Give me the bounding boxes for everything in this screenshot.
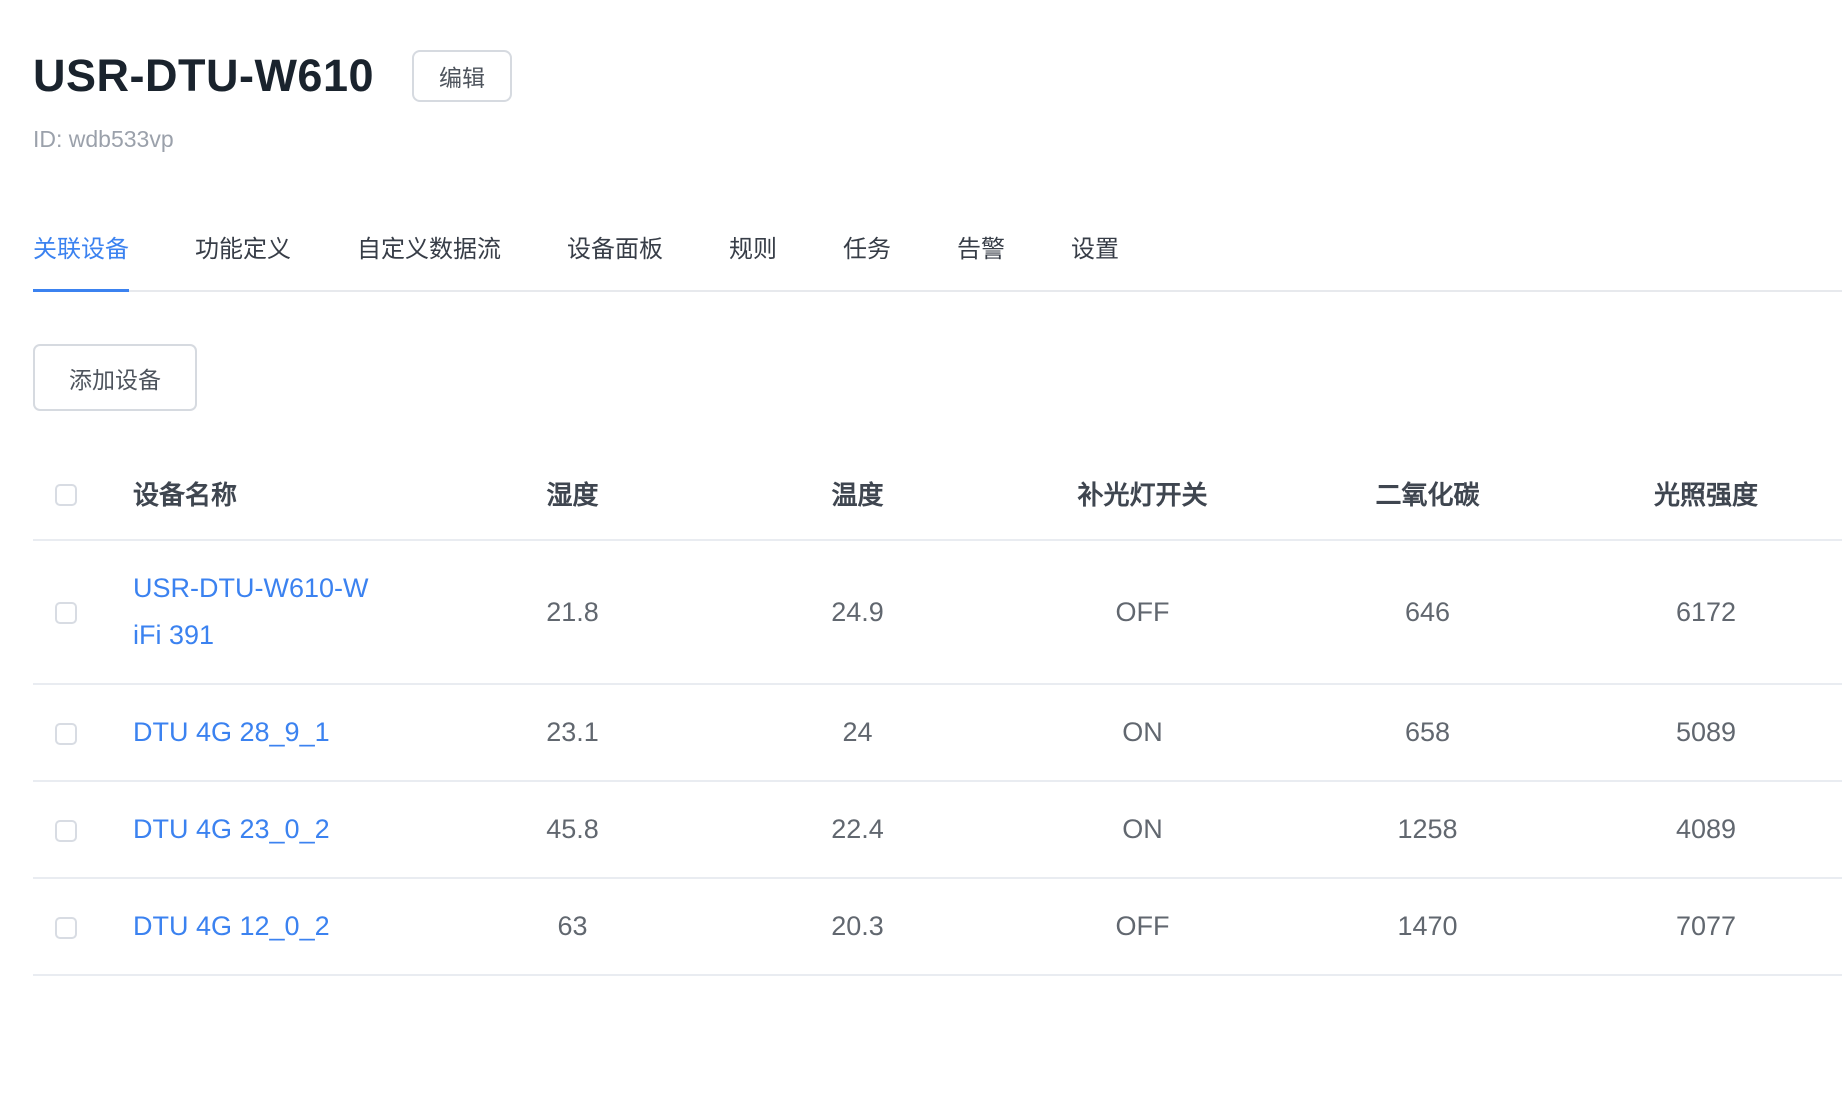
tab-device-panel[interactable]: 设备面板	[567, 236, 663, 263]
co2-value: 1470	[1285, 878, 1570, 976]
fill-light-value: ON	[1000, 684, 1285, 782]
device-detail-page: USR-DTU-W610 编辑 ID: wdb533vp 关联设备 功能定义 自…	[0, 50, 1842, 976]
tab-tasks[interactable]: 任务	[843, 236, 891, 263]
co2-value: 658	[1285, 684, 1570, 782]
device-name-link[interactable]: DTU 4G 23_0_2	[133, 814, 330, 844]
device-name-link[interactable]: USR-DTU-W610-WiFi 391	[133, 573, 369, 650]
table-row: DTU 4G 12_0_2 63 20.3 OFF 1470 7077	[33, 878, 1842, 976]
edit-button[interactable]: 编辑	[412, 50, 513, 102]
column-header-device-name: 设备名称	[110, 448, 430, 541]
illuminance-value: 5089	[1570, 684, 1842, 782]
co2-value: 646	[1285, 540, 1570, 685]
fill-light-value: ON	[1000, 781, 1285, 879]
column-header-temperature: 温度	[715, 448, 1000, 541]
table-row: USR-DTU-W610-WiFi 391 21.8 24.9 OFF 646 …	[33, 540, 1842, 685]
column-header-humidity: 湿度	[430, 448, 715, 541]
humidity-value: 45.8	[430, 781, 715, 879]
tab-alarms[interactable]: 告警	[957, 236, 1005, 263]
table-header-row: 设备名称 湿度 温度 补光灯开关 二氧化碳 光照强度	[33, 448, 1842, 541]
page-title: USR-DTU-W610	[33, 50, 375, 101]
device-id: ID: wdb533vp	[33, 126, 174, 152]
column-header-co2: 二氧化碳	[1285, 448, 1570, 541]
add-device-button[interactable]: 添加设备	[33, 344, 197, 411]
column-header-illuminance: 光照强度	[1570, 448, 1842, 541]
select-all-checkbox[interactable]	[55, 484, 77, 507]
illuminance-value: 7077	[1570, 878, 1842, 976]
temperature-value: 24	[715, 684, 1000, 782]
temperature-value: 20.3	[715, 878, 1000, 976]
table-row: DTU 4G 28_9_1 23.1 24 ON 658 5089	[33, 684, 1842, 782]
device-name-link[interactable]: DTU 4G 12_0_2	[133, 911, 330, 941]
device-table-body: USR-DTU-W610-WiFi 391 21.8 24.9 OFF 646 …	[33, 540, 1842, 976]
tab-custom-datastream[interactable]: 自定义数据流	[357, 236, 501, 263]
illuminance-value: 4089	[1570, 781, 1842, 879]
row-checkbox[interactable]	[55, 819, 77, 842]
humidity-value: 21.8	[430, 540, 715, 685]
humidity-value: 63	[430, 878, 715, 976]
row-checkbox[interactable]	[55, 722, 77, 745]
tab-rules[interactable]: 规则	[729, 236, 777, 263]
device-table: 设备名称 湿度 温度 补光灯开关 二氧化碳 光照强度 USR-DTU-W610-…	[33, 448, 1842, 976]
tab-settings[interactable]: 设置	[1071, 236, 1119, 263]
column-header-fill-light: 补光灯开关	[1000, 448, 1285, 541]
co2-value: 1258	[1285, 781, 1570, 879]
page-header: USR-DTU-W610 编辑	[33, 50, 1842, 102]
row-checkbox[interactable]	[55, 602, 77, 625]
fill-light-value: OFF	[1000, 540, 1285, 685]
tab-bar: 关联设备 功能定义 自定义数据流 设备面板 规则 任务 告警 设置	[33, 229, 1842, 292]
tab-linked-devices[interactable]: 关联设备	[33, 229, 129, 292]
row-checkbox[interactable]	[55, 916, 77, 939]
illuminance-value: 6172	[1570, 540, 1842, 685]
tab-function-definition[interactable]: 功能定义	[195, 236, 291, 263]
device-name-link[interactable]: DTU 4G 28_9_1	[133, 717, 330, 747]
temperature-value: 24.9	[715, 540, 1000, 685]
temperature-value: 22.4	[715, 781, 1000, 879]
fill-light-value: OFF	[1000, 878, 1285, 976]
humidity-value: 23.1	[430, 684, 715, 782]
table-row: DTU 4G 23_0_2 45.8 22.4 ON 1258 4089	[33, 781, 1842, 879]
